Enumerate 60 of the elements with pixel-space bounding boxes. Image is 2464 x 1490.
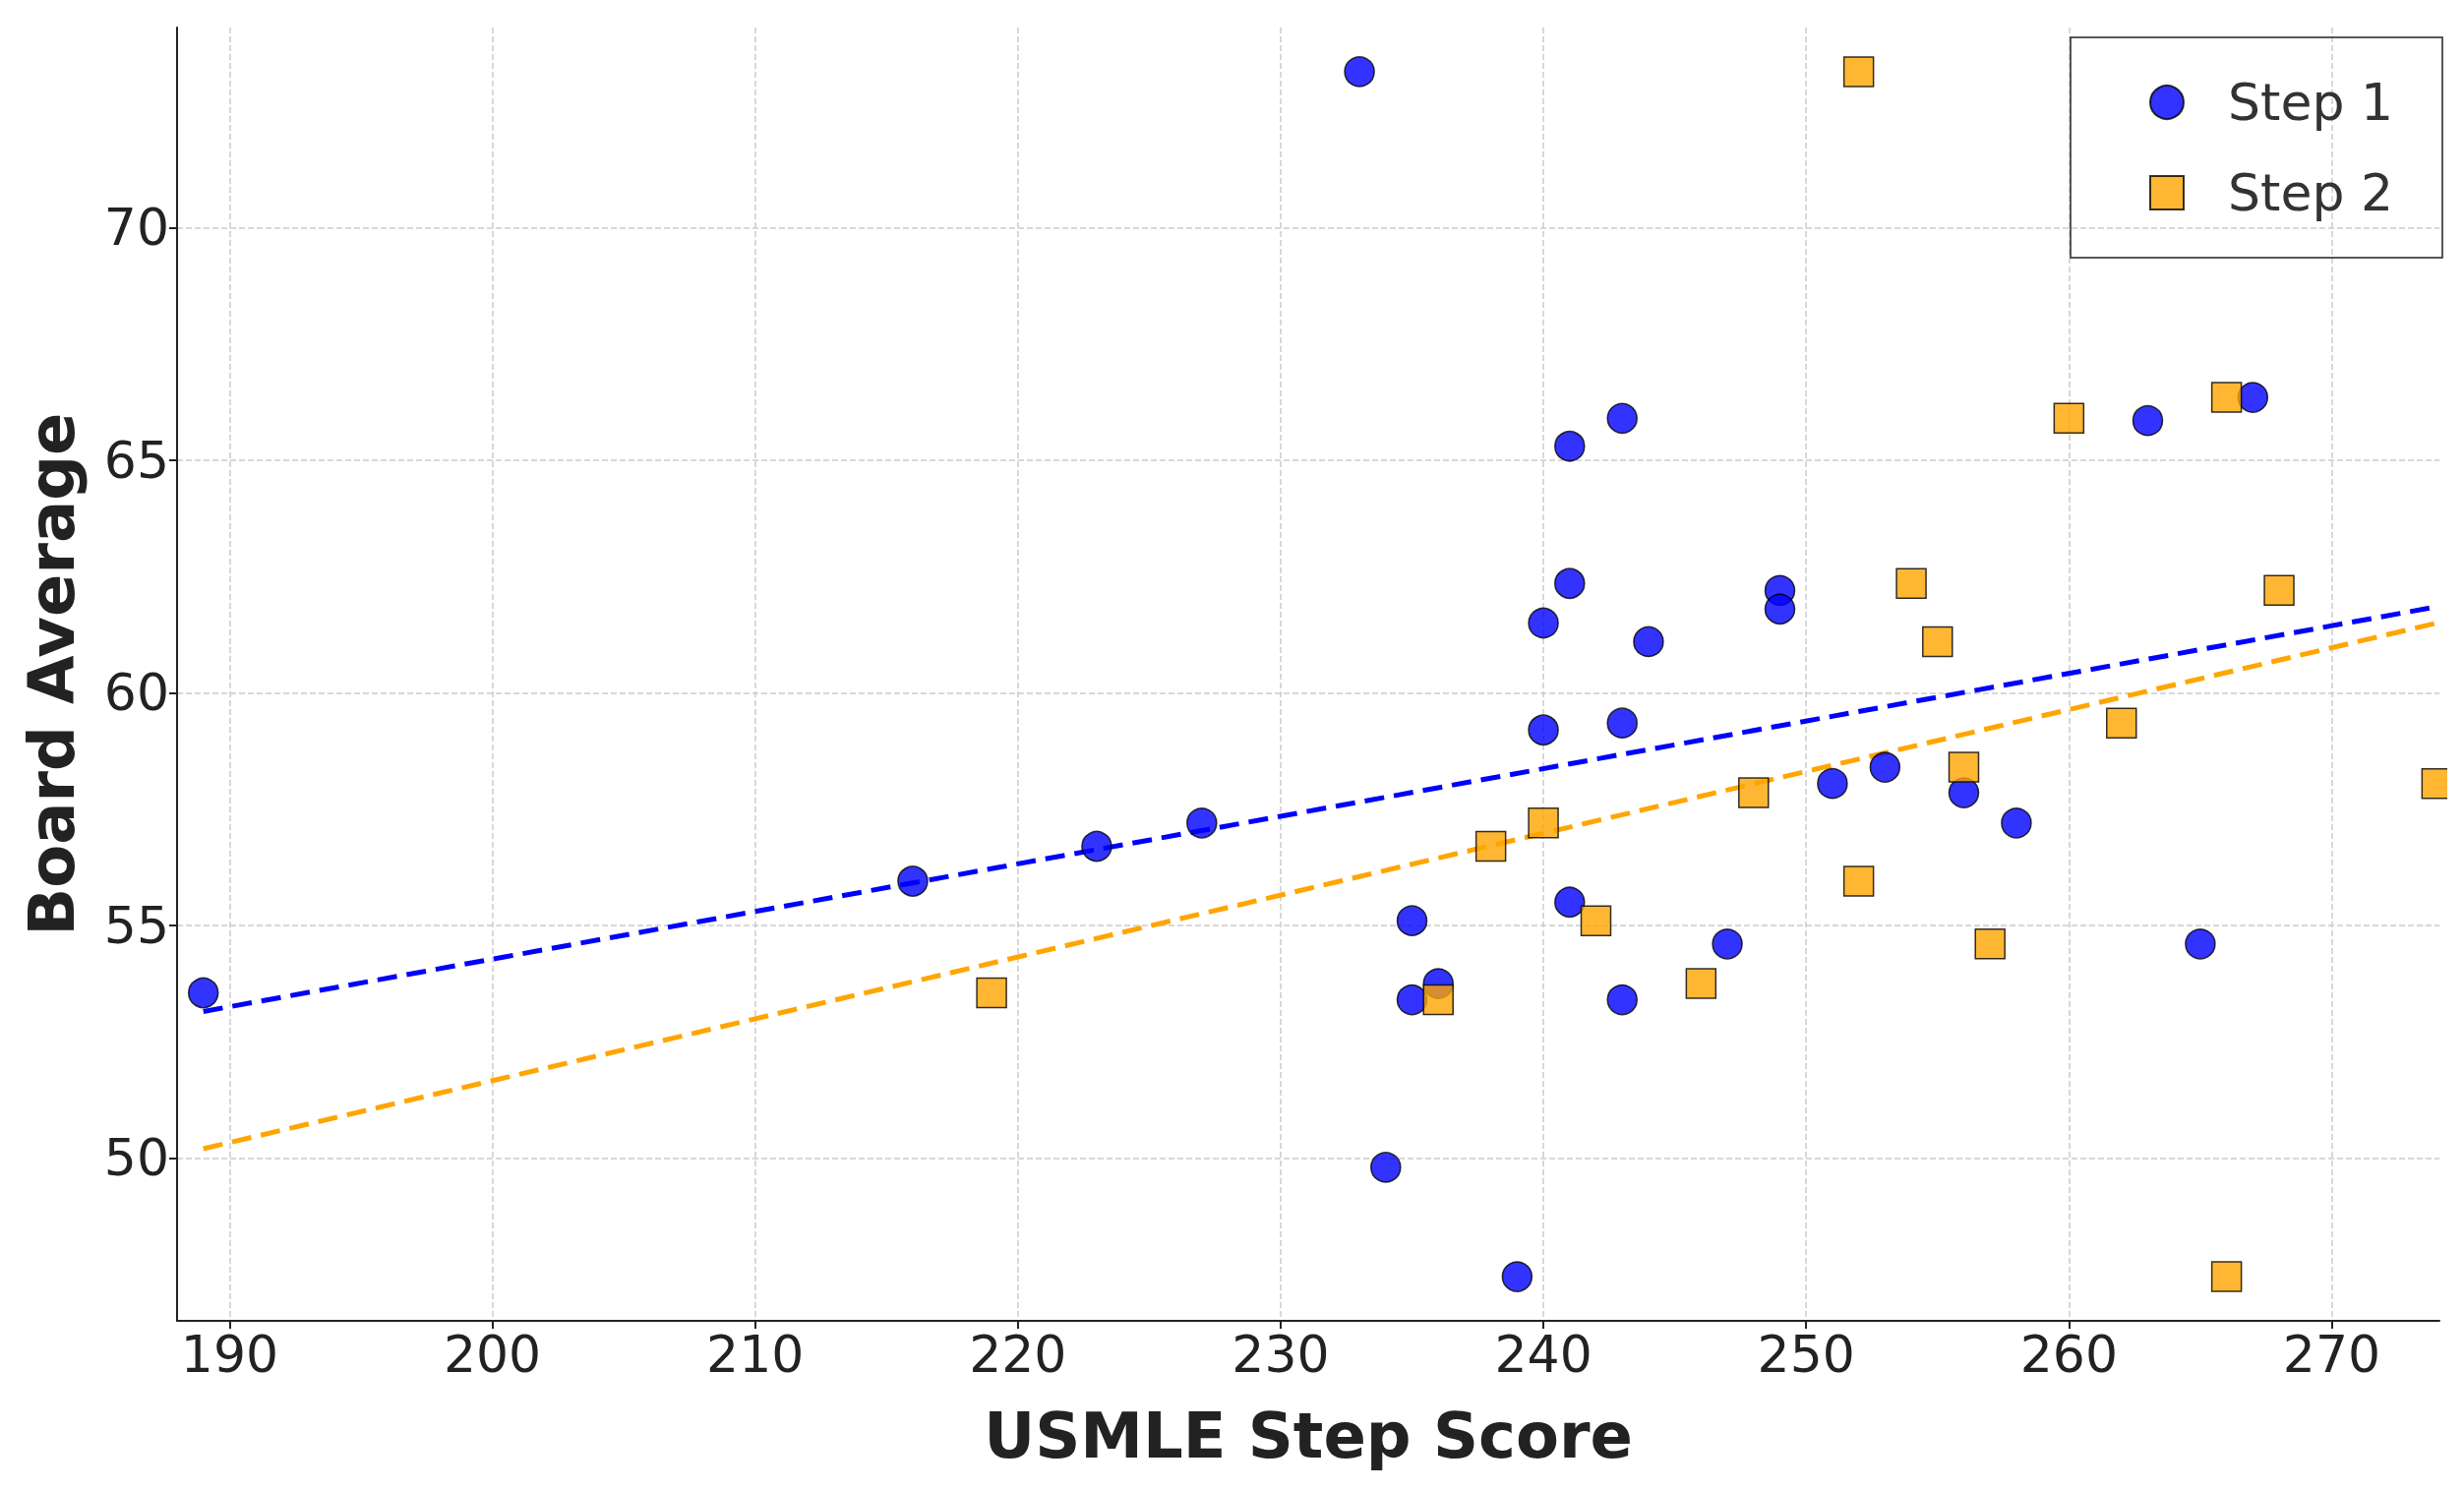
x-tick-label: 210 bbox=[706, 1325, 805, 1384]
x-tick-label: 190 bbox=[180, 1325, 279, 1384]
point bbox=[1606, 402, 1638, 435]
point bbox=[2132, 404, 2164, 437]
point bbox=[1554, 567, 1586, 599]
point bbox=[1842, 56, 1875, 88]
point bbox=[1842, 865, 1875, 897]
point bbox=[1948, 751, 1980, 783]
x-tick-label: 220 bbox=[969, 1325, 1067, 1384]
point bbox=[1528, 607, 1559, 639]
point bbox=[1344, 56, 1375, 88]
y-tick-label: 70 bbox=[103, 198, 169, 258]
point bbox=[1501, 1261, 1533, 1292]
point bbox=[1895, 567, 1927, 600]
point bbox=[1712, 928, 1743, 960]
x-tick-label: 270 bbox=[2282, 1325, 2381, 1384]
y-axis-title: Board Average bbox=[16, 412, 89, 936]
y-tick-label: 65 bbox=[103, 430, 169, 490]
y-tick-label: 55 bbox=[103, 895, 169, 955]
point bbox=[2106, 707, 2137, 739]
x-tick-label: 230 bbox=[1232, 1325, 1330, 1384]
y-tick-label: 60 bbox=[103, 663, 169, 723]
legend-label: Step 1 bbox=[2227, 73, 2394, 132]
x-tick-label: 250 bbox=[1757, 1325, 1855, 1384]
point bbox=[187, 977, 219, 1009]
point bbox=[2001, 807, 2032, 839]
point bbox=[2053, 402, 2085, 435]
point bbox=[1922, 626, 1953, 658]
point bbox=[1528, 807, 1559, 839]
point bbox=[897, 865, 929, 897]
point bbox=[1474, 830, 1507, 863]
point bbox=[2210, 382, 2243, 413]
point bbox=[1370, 1152, 1402, 1183]
point bbox=[1554, 886, 1586, 919]
point bbox=[1554, 430, 1586, 462]
y-tick-label: 50 bbox=[103, 1128, 169, 1188]
point bbox=[2185, 928, 2216, 960]
point bbox=[1738, 777, 1770, 808]
point bbox=[2263, 574, 2295, 607]
x-tick-label: 200 bbox=[443, 1325, 542, 1384]
point bbox=[976, 977, 1007, 1009]
point bbox=[1580, 905, 1612, 936]
point bbox=[1606, 707, 1638, 739]
point bbox=[1869, 751, 1901, 783]
point bbox=[1764, 593, 1796, 626]
x-tick-label: 260 bbox=[2019, 1325, 2118, 1384]
point bbox=[1422, 983, 1454, 1016]
point bbox=[1528, 714, 1559, 745]
point bbox=[1817, 767, 1848, 800]
point bbox=[1396, 905, 1428, 936]
x-axis-title: USMLE Step Score bbox=[984, 1400, 1633, 1472]
point bbox=[1606, 983, 1638, 1016]
legend-label: Step 2 bbox=[2227, 163, 2394, 222]
point bbox=[1081, 830, 1112, 863]
x-tick-label: 240 bbox=[1494, 1325, 1593, 1384]
point bbox=[1685, 968, 1717, 999]
point bbox=[1974, 928, 2006, 960]
point bbox=[2210, 1261, 2243, 1292]
point bbox=[1633, 626, 1664, 658]
point bbox=[1186, 807, 1218, 839]
